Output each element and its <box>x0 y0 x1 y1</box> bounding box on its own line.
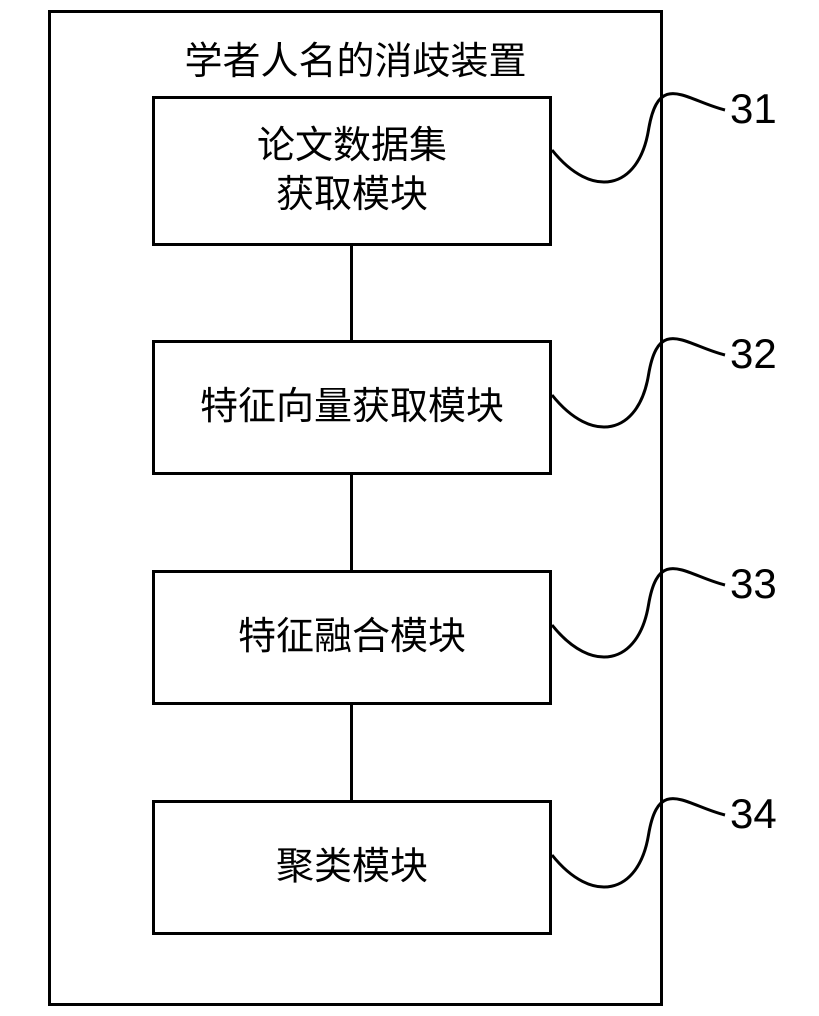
module-clustering-number: 34 <box>730 790 777 838</box>
leader-curve-3 <box>0 0 819 1016</box>
module-dataset-number: 31 <box>730 85 777 133</box>
module-feature-fusion-number: 33 <box>730 560 777 608</box>
module-feature-vector-number: 32 <box>730 330 777 378</box>
